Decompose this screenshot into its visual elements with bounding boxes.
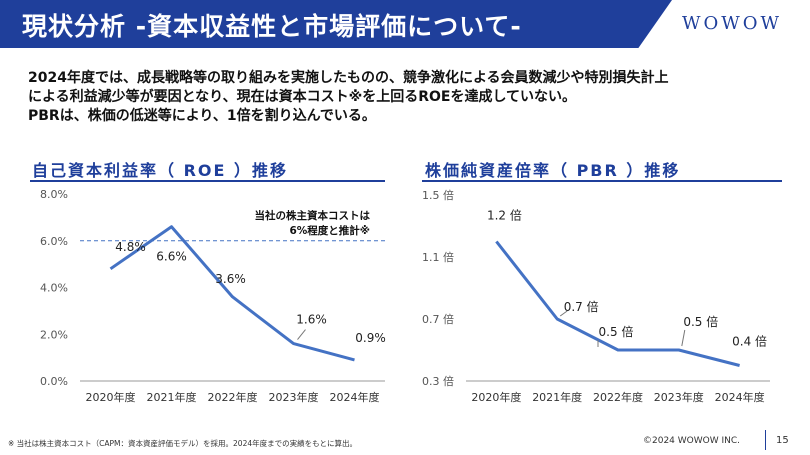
pbr-data-label: 0.7 倍: [564, 299, 599, 314]
intro-line-3: PBRは、株価の低迷等により、1倍を割り込んでいる。: [28, 108, 376, 124]
pbr-y-tick: 0.3 倍: [422, 374, 454, 388]
roe-x-tick: 2024年度: [330, 390, 380, 404]
intro-line-2: による利益減少等が要因となり、現在は資本コスト※を上回るROEを達成していない。: [28, 89, 577, 105]
roe-data-label: 4.8%: [115, 240, 146, 254]
roe-title-rule: [30, 180, 385, 182]
roe-x-tick: 2021年度: [147, 390, 197, 404]
pbr-x-tick: 2021年度: [532, 390, 582, 404]
intro-text: 2024年度では、成長戦略等の取り組みを実施したものの、競争激化による会員数減少…: [28, 69, 788, 126]
pbr-chart: 0.3 倍 0.7 倍 1.1 倍 1.5 倍 2020年度 2021年度 2022年度 20…: [422, 188, 770, 404]
pbr-y-tick: 1.5 倍: [422, 188, 454, 202]
header-band: [0, 0, 672, 48]
page-number: 15: [776, 435, 789, 446]
roe-data-label: 3.6%: [215, 272, 246, 286]
roe-x-tick: 2020年度: [86, 390, 136, 404]
page-title: 現状分析 -資本収益性と市場評価について-: [22, 12, 522, 41]
copyright: ©2024 WOWOW INC.: [643, 436, 741, 446]
roe-y-tick: 2.0%: [40, 328, 68, 341]
roe-chart-title: 自己資本利益率（ ROE ）推移: [32, 161, 288, 180]
roe-reference-label: 当社の株主資本コストは: [255, 209, 371, 222]
roe-series-line: [109, 225, 355, 362]
roe-y-tick: 8.0%: [40, 188, 68, 201]
page-separator: [765, 430, 766, 450]
pbr-x-tick: 2024年度: [715, 390, 765, 404]
pbr-chart-title: 株価純資産倍率（ PBR ）推移: [425, 161, 681, 180]
pbr-x-tick: 2023年度: [654, 390, 704, 404]
pbr-data-label: 0.5 倍: [683, 314, 718, 329]
wowow-logo: WOWOW: [682, 13, 783, 34]
roe-data-label: 0.9%: [355, 331, 386, 345]
pbr-y-tick: 0.7 倍: [422, 312, 454, 326]
roe-data-label: 6.6%: [156, 250, 187, 264]
pbr-x-tick: 2020年度: [471, 390, 521, 404]
roe-x-tick: 2023年度: [269, 390, 319, 404]
pbr-title-rule: [422, 180, 782, 182]
pbr-x-tick: 2022年度: [593, 390, 643, 404]
intro-line-1: 2024年度では、成長戦略等の取り組みを実施したものの、競争激化による会員数減少…: [28, 70, 669, 86]
roe-y-tick: 0.0%: [40, 375, 68, 388]
pbr-data-label: 0.5 倍: [599, 324, 634, 339]
roe-y-tick: 4.0%: [40, 282, 68, 295]
roe-chart: 0.0% 2.0% 4.0% 6.0% 8.0% 2020年度 2021年度 2022年度 20…: [40, 188, 386, 404]
roe-data-label: 1.6%: [296, 313, 327, 327]
roe-reference-label: 6%程度と推計※: [289, 224, 370, 237]
roe-y-tick: 6.0%: [40, 235, 68, 248]
pbr-y-tick: 1.1 倍: [422, 250, 454, 264]
pbr-data-label: 1.2 倍: [487, 208, 522, 223]
roe-leader-line: [297, 329, 306, 340]
roe-x-tick: 2022年度: [208, 390, 258, 404]
footnote: ※ 当社は株主資本コスト（CAPM：資本資産評価モデル）を採用。2024年度まで…: [8, 439, 357, 448]
pbr-series-line: [495, 240, 740, 367]
pbr-data-label: 0.4 倍: [732, 334, 767, 349]
pbr-leader-line: [559, 310, 568, 317]
header: 現状分析 -資本収益性と市場評価について- WOWOW: [0, 0, 810, 48]
pbr-leader-line: [681, 329, 686, 347]
